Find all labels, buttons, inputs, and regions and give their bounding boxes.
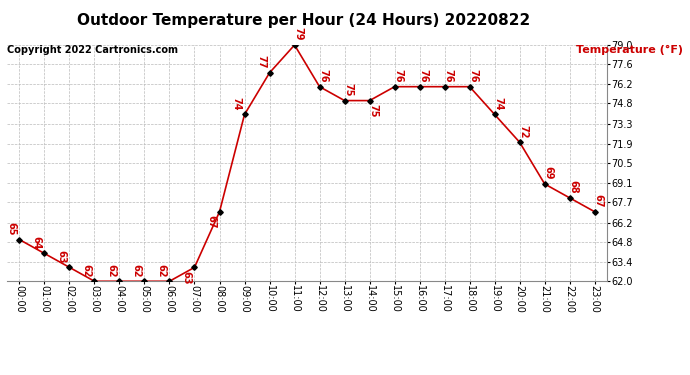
- Text: 76: 76: [394, 69, 404, 82]
- Text: 76: 76: [319, 69, 328, 82]
- Text: 77: 77: [256, 55, 266, 69]
- Text: 79: 79: [294, 27, 304, 41]
- Text: 67: 67: [594, 194, 604, 208]
- Text: 74: 74: [494, 97, 504, 110]
- Text: 75: 75: [344, 83, 354, 96]
- Text: 74: 74: [231, 97, 241, 110]
- Text: 62: 62: [106, 264, 116, 277]
- Text: 63: 63: [181, 270, 191, 284]
- Text: 75: 75: [368, 104, 379, 117]
- Text: Copyright 2022 Cartronics.com: Copyright 2022 Cartronics.com: [7, 45, 178, 55]
- Text: 63: 63: [56, 250, 66, 263]
- Text: 76: 76: [469, 69, 479, 82]
- Text: 64: 64: [31, 236, 41, 249]
- Text: Outdoor Temperature per Hour (24 Hours) 20220822: Outdoor Temperature per Hour (24 Hours) …: [77, 13, 530, 28]
- Text: 68: 68: [569, 180, 579, 194]
- Text: 62: 62: [131, 264, 141, 277]
- Text: 62: 62: [81, 264, 91, 277]
- Text: 76: 76: [444, 69, 454, 82]
- Text: 65: 65: [6, 222, 16, 236]
- Text: Temperature (°F): Temperature (°F): [576, 45, 683, 55]
- Text: 76: 76: [419, 69, 428, 82]
- Text: 62: 62: [156, 264, 166, 277]
- Text: 72: 72: [519, 124, 529, 138]
- Text: 69: 69: [544, 166, 554, 180]
- Text: 67: 67: [206, 215, 216, 228]
